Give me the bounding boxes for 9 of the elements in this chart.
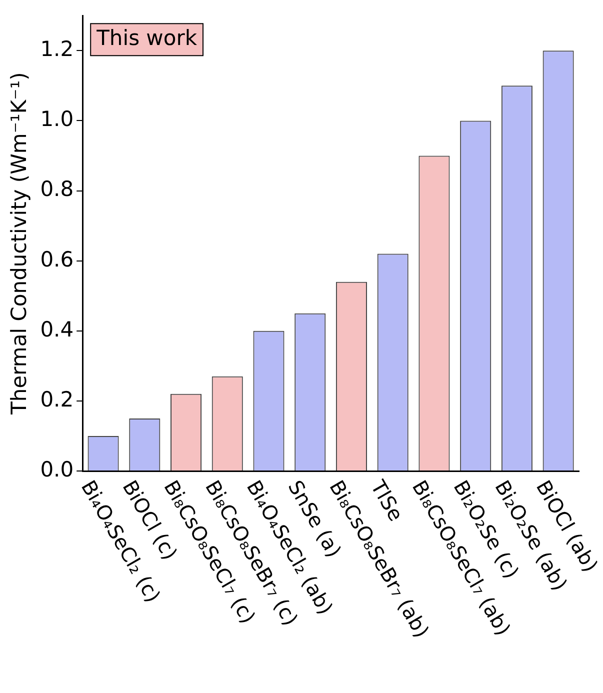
y-tick-label: 0.8 [40, 177, 74, 202]
y-tick-label: 0.0 [40, 457, 74, 482]
y-tick-label: 1.0 [40, 107, 74, 132]
y-tick-label: 0.6 [40, 247, 74, 272]
y-axis-title: Thermal Conductivity (Wm⁻¹K⁻¹) [7, 72, 32, 416]
y-tick-label: 1.2 [40, 37, 74, 62]
text: This work [96, 26, 198, 50]
y-tick-label: 0.2 [40, 387, 74, 412]
y-tick-label: 0.4 [40, 317, 74, 342]
